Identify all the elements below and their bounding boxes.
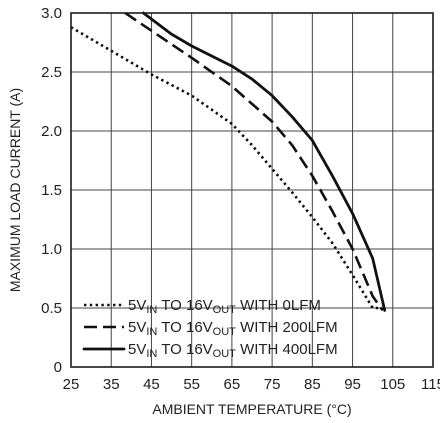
- x-tick-label: 35: [103, 376, 120, 393]
- series-line-dashed: [124, 11, 384, 312]
- x-tick-label: 25: [63, 376, 80, 393]
- y-tick-label: 0.5: [41, 300, 62, 317]
- x-tick-label: 55: [183, 376, 200, 393]
- legend-label: 5VIN TO 16VOUT WITH 200LFM: [128, 319, 338, 338]
- x-tick-label: 45: [143, 376, 160, 393]
- y-tick-label: 2.5: [41, 64, 62, 81]
- legend-label: 5VIN TO 16VOUT WITH 0LFM: [128, 297, 321, 316]
- y-axis-ticks: 0 0.5 1.0 1.5 2.0 2.5 3.0: [41, 5, 62, 376]
- plot-frame: [70, 12, 434, 368]
- series-line-dotted: [70, 26, 381, 310]
- legend-label: 5VIN TO 16VOUT WITH 400LFM: [128, 341, 338, 360]
- series-line-solid: [141, 11, 387, 312]
- y-tick-label: 0: [54, 359, 62, 376]
- x-tick-label: 85: [304, 376, 321, 393]
- x-tick-label: 105: [380, 376, 405, 393]
- y-tick-label: 2.0: [41, 123, 62, 140]
- y-tick-label: 1.0: [41, 241, 62, 258]
- x-tick-label: 95: [344, 376, 361, 393]
- x-tick-label: 115: [421, 376, 440, 393]
- x-axis-ticks: 25 35 45 55 65 75 85 95 105 115: [63, 376, 440, 393]
- x-axis-title: AMBIENT TEMPERATURE (°C): [152, 401, 351, 417]
- legend: 5VIN TO 16VOUT WITH 0LFM 5VIN TO 16VOUT W…: [82, 297, 338, 360]
- y-axis-title: MAXIMUM LOAD CURRENT (A): [7, 88, 23, 292]
- y-tick-label: 1.5: [41, 182, 62, 199]
- x-tick-label: 65: [224, 376, 241, 393]
- x-tick-label: 75: [264, 376, 281, 393]
- series-layer: [70, 11, 387, 312]
- y-tick-label: 3.0: [41, 5, 62, 22]
